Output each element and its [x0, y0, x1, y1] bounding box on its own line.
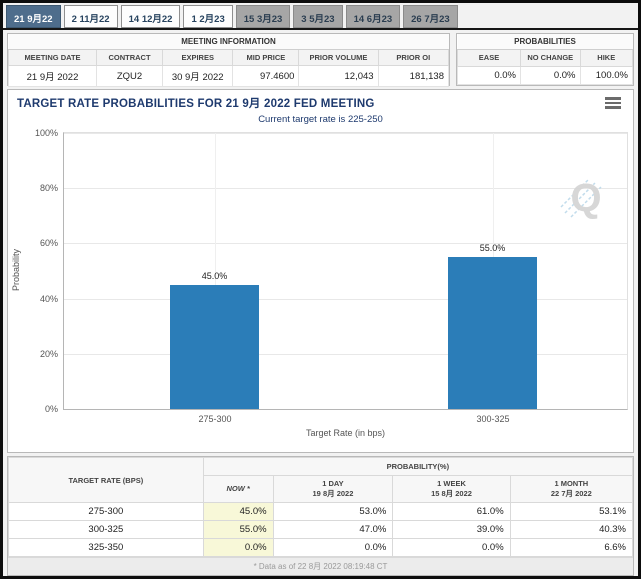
- x-tick-300-325: 300-325: [476, 414, 510, 424]
- day-cell: 53.0%: [272, 502, 394, 522]
- y-tick-20: 20%: [39, 348, 58, 359]
- week-cell: 0.0%: [392, 538, 511, 558]
- chart-subtitle: Current target rate is 225-250: [258, 114, 383, 125]
- now-header-text: NOW *: [226, 484, 250, 494]
- one-week-header-text: 1 WEEK: [437, 479, 466, 488]
- week-cell: 61.0%: [392, 502, 511, 522]
- hike-header: HIKE: [579, 49, 633, 67]
- mid-price-value: 97.4600: [232, 65, 300, 87]
- tab-meeting-2[interactable]: 14 12月22: [120, 5, 181, 28]
- quikstrike-watermark-icon: Q: [560, 176, 602, 220]
- one-month-header-text: 1 MONTH: [554, 479, 589, 488]
- rate-cell: 325-350: [8, 538, 204, 558]
- meeting-date-value: 21 9月 2022: [8, 65, 97, 87]
- tab-meeting-4[interactable]: 15 3月23: [235, 5, 291, 28]
- table-row: 275-300 45.0% 53.0% 61.0% 53.1%: [8, 502, 634, 522]
- probabilities-panel: PROBABILITIES EASE NO CHANGE HIKE 0.0% 0…: [456, 33, 634, 86]
- meeting-information-panel: MEETING INFORMATION MEETING DATE CONTRAC…: [7, 33, 450, 87]
- expires-header: EXPIRES: [161, 49, 234, 66]
- meeting-date-header: MEETING DATE: [8, 49, 97, 66]
- tab-meeting-1[interactable]: 2 11月22: [63, 5, 118, 28]
- bar-value-label: 45.0%: [201, 270, 228, 281]
- tab-meeting-0[interactable]: 21 9月22: [6, 5, 61, 28]
- probabilities-title: PROBABILITIES: [457, 34, 633, 51]
- no-change-value: 0.0%: [520, 65, 581, 86]
- y-tick-60: 60%: [39, 238, 58, 249]
- top-info-row: MEETING INFORMATION MEETING DATE CONTRAC…: [7, 33, 634, 87]
- one-month-column-header: 1 MONTH 22 7月 2022: [509, 474, 634, 504]
- chart-menu-icon[interactable]: [605, 97, 621, 111]
- one-day-header-text: 1 DAY: [322, 479, 344, 488]
- week-cell: 39.0%: [392, 520, 511, 540]
- prior-volume-value: 12,043: [298, 65, 379, 87]
- chart-plot-area: 100% 80% 60% 40% 20% 0% 45.0% 55.0% 275-…: [35, 128, 628, 424]
- hike-value: 100.0%: [579, 65, 633, 86]
- one-week-header-date: 15 8月 2022: [431, 489, 472, 499]
- probability-history-panel: TARGET RATE (BPS) PROBABILITY(%) NOW * 1…: [7, 456, 634, 576]
- svg-text:Q: Q: [570, 176, 601, 220]
- now-cell: 45.0%: [202, 502, 274, 522]
- y-tick-0: 0%: [44, 404, 58, 414]
- gridline-60: [64, 243, 627, 245]
- now-cell: 0.0%: [202, 538, 274, 558]
- day-cell: 47.0%: [272, 520, 394, 540]
- data-as-of-footnote: * Data as of 22 8月 2022 08:19:48 CT: [8, 557, 633, 576]
- no-change-header: NO CHANGE: [520, 49, 581, 67]
- now-column-header: NOW *: [202, 474, 274, 504]
- expires-value: 30 9月 2022: [161, 65, 234, 87]
- month-cell: 40.3%: [509, 520, 634, 540]
- bar-300-325: 55.0%: [448, 243, 537, 409]
- ease-header: EASE: [457, 49, 521, 67]
- rate-cell: 300-325: [8, 520, 204, 540]
- x-axis-label: Target Rate (in bps): [305, 428, 386, 438]
- y-tick-80: 80%: [39, 183, 58, 194]
- now-cell: 55.0%: [202, 520, 274, 540]
- chart-title: TARGET RATE PROBABILITIES FOR 21 9月 2022…: [17, 98, 375, 110]
- one-day-column-header: 1 DAY 19 8月 2022: [272, 474, 394, 504]
- bar-value-label: 55.0%: [479, 243, 506, 254]
- prior-volume-header: PRIOR VOLUME: [298, 49, 379, 66]
- y-tick-40: 40%: [39, 293, 58, 304]
- one-day-header-date: 19 8月 2022: [312, 489, 354, 499]
- gridline-80: [64, 188, 627, 190]
- month-cell: 53.1%: [509, 502, 634, 522]
- table-row: 300-325 55.0% 47.0% 39.0% 40.3%: [8, 520, 634, 540]
- one-month-header-date: 22 7月 2022: [550, 489, 592, 499]
- mid-price-header: MID PRICE: [232, 49, 300, 66]
- gridline-40: [64, 298, 627, 300]
- y-tick-100: 100%: [34, 128, 58, 138]
- probability-pct-header: PROBABILITY(%): [202, 457, 634, 476]
- target-rate-bps-header: TARGET RATE (BPS): [8, 456, 204, 504]
- month-cell: 6.6%: [509, 538, 634, 558]
- contract-header: CONTRACT: [96, 49, 163, 66]
- gridline-100: [64, 133, 627, 134]
- bar-275-300: 45.0%: [170, 271, 259, 409]
- table-row: 325-350 0.0% 0.0% 0.0% 6.6%: [8, 538, 634, 558]
- gridline-20: [64, 353, 627, 355]
- contract-value: ZQU2: [96, 65, 163, 87]
- tab-meeting-5[interactable]: 3 5月23: [293, 5, 343, 28]
- ease-value: 0.0%: [457, 65, 521, 86]
- tab-meeting-3[interactable]: 1 2月23: [183, 5, 233, 28]
- tab-meeting-7[interactable]: 26 7月23: [403, 5, 458, 28]
- category-gridline-1: [215, 133, 216, 409]
- x-tick-275-300: 275-300: [198, 414, 232, 424]
- tab-meeting-6[interactable]: 14 6月23: [345, 5, 401, 28]
- prior-oi-header: PRIOR OI: [377, 49, 450, 66]
- rate-cell: 275-300: [8, 502, 204, 522]
- prior-oi-value: 181,138: [377, 65, 450, 87]
- meeting-date-tabbar: 21 9月22 2 11月22 14 12月22 1 2月23 15 3月23 …: [3, 3, 638, 30]
- day-cell: 0.0%: [272, 538, 394, 558]
- meeting-information-title: MEETING INFORMATION: [8, 34, 449, 50]
- target-rate-chart-panel: TARGET RATE PROBABILITIES FOR 21 9月 2022…: [7, 89, 634, 453]
- one-week-column-header: 1 WEEK 15 8月 2022: [392, 474, 511, 504]
